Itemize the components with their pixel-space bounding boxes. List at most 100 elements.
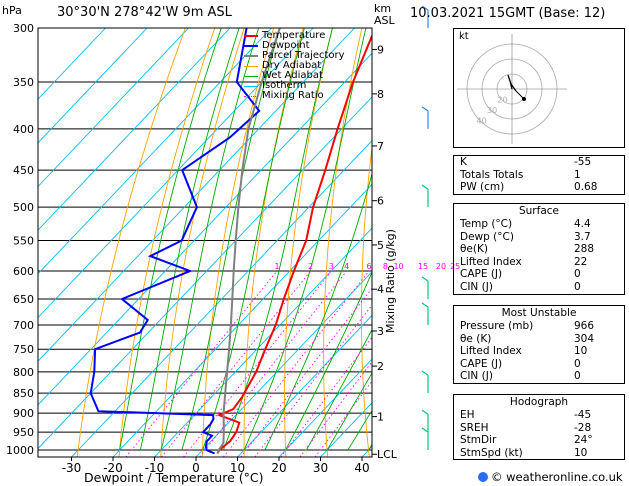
km-tick-label: 4 [377, 283, 384, 296]
isotherm-line [38, 52, 372, 406]
legend-label: Dry Adiabat [262, 60, 322, 71]
mixing-ratio-label: 2 [308, 262, 313, 271]
mixing-ratio-line [299, 360, 372, 457]
indices-table: K -55 Totals Totals 1 PW (cm) 0.68 [453, 155, 625, 195]
wind-barb-flag [421, 409, 429, 415]
temperature-curve [216, 33, 372, 454]
isotherm-line [71, 140, 372, 457]
plot-frame [37, 27, 373, 458]
mixing-ratio-label: 25 [450, 262, 460, 271]
legend-label: Mixing Ratio [262, 90, 324, 101]
legend-swatch [244, 95, 258, 97]
row-value: -45 [574, 409, 592, 421]
wind-barb-flag [421, 5, 429, 11]
km-tick-label: 7 [377, 140, 384, 153]
row-value: 288 [574, 243, 595, 256]
table-row: StmDir 24° [454, 434, 624, 447]
wind-barb-flag [421, 276, 429, 282]
wet-adiabat-line [202, 28, 305, 451]
location-title: 30°30'N 278°42'W 9m ASL [57, 5, 232, 20]
pressure-tick-label: 550 [13, 234, 34, 247]
row-label: StmSpd (kt) [460, 446, 523, 459]
km-tick-label: 9 [377, 44, 384, 57]
datetime-title: 10.03.2021 15GMT (Base: 12) [410, 6, 606, 21]
hodograph-ring-label: 30 [487, 106, 497, 115]
temp-tick-label: 10 [230, 461, 245, 475]
row-value: 10 [574, 345, 588, 358]
row-label: Temp (°C) [460, 218, 513, 230]
isotherm-line [38, 28, 314, 319]
pressure-tick-label: 450 [13, 164, 34, 177]
pressure-tick-label: 750 [13, 343, 34, 356]
legend-swatch [244, 55, 258, 57]
row-label: θe(K) [460, 243, 488, 256]
pressure-tick-label: 600 [13, 265, 34, 278]
legend-label: Isotherm [262, 80, 307, 91]
dry-adiabat-line [76, 28, 186, 457]
wet-adiabat-line [243, 28, 367, 451]
row-label: StmDir [460, 434, 497, 447]
legend-entry: Dry Adiabat [244, 61, 345, 71]
row-value: 0 [574, 357, 581, 370]
pressure-tick-label: 300 [13, 22, 34, 35]
row-value: 1 [574, 168, 581, 181]
most-unstable-table: Most Unstable Pressure (mb) 966 θe (K) 304 Li… [453, 305, 625, 384]
row-label: SREH [460, 421, 489, 434]
table-title: Hodograph [509, 396, 569, 408]
row-value: -55 [574, 156, 592, 168]
hodograph-panel: kt 40 30 20 [453, 28, 625, 148]
legend-entry: Temperature [244, 31, 345, 41]
table-row: SREH -28 [454, 422, 624, 435]
surface-table: Surface Temp (°C) 4.4 Dewp (°C) 3.7 θe(K) 288 L… [453, 203, 625, 295]
isotherm-line [237, 314, 372, 457]
legend-entry: Dewpoint [244, 41, 345, 51]
legend-swatch [244, 75, 258, 77]
pressure-tick-label: 350 [13, 76, 34, 89]
legend-label: Wet Adiabat [262, 70, 323, 81]
row-label: Totals Totals [460, 168, 524, 181]
row-label: Dewp (°C) [460, 230, 514, 243]
table-title: Most Unstable [501, 307, 577, 319]
table-row: StmSpd (kt) 10 [454, 447, 624, 460]
mixing-ratio-label: 4 [344, 262, 349, 271]
parcel-trajectory-curve [216, 28, 281, 454]
table-title: Surface [518, 205, 559, 217]
row-value: 304 [574, 332, 595, 345]
wind-barb-flag [421, 106, 429, 112]
wet-adiabat-line [160, 28, 260, 451]
legend-swatch [244, 85, 258, 87]
row-value: 24° [574, 434, 593, 447]
legend-entry: Wet Adiabat [244, 71, 345, 81]
mixing-ratio-label: 15 [418, 262, 428, 271]
wet-adiabat-line [305, 328, 372, 451]
table-row: Lifted Index 10 [454, 345, 624, 358]
legend-label: Parcel Trajectory [262, 50, 345, 61]
table-row: Totals Totals 1 [454, 169, 624, 182]
temp-tick-label: 20 [271, 461, 286, 475]
row-value: 10 [574, 446, 588, 459]
temp-tick-label: -10 [145, 461, 165, 475]
wet-adiabat-line [264, 172, 372, 451]
dry-adiabat-line [434, 28, 453, 457]
mixing-ratio-label: 6 [367, 262, 372, 271]
row-value: 3.7 [574, 230, 591, 243]
row-value: 22 [574, 255, 588, 268]
legend-swatch [244, 65, 258, 67]
temp-tick-label: 40 [354, 461, 369, 475]
row-value: -28 [574, 421, 592, 434]
pressure-tick-label: 800 [13, 366, 34, 379]
temp-tick-label: -30 [62, 461, 82, 475]
isotherm-line [112, 183, 372, 457]
mixing-ratio-line [183, 270, 332, 457]
legend-label: Temperature [262, 30, 326, 41]
legend-label: Dewpoint [262, 40, 310, 51]
row-value: 0 [574, 370, 581, 383]
row-label: Lifted Index [460, 345, 522, 358]
km-axis-label: km ASL [374, 2, 395, 27]
mixing-ratio-label: 20 [436, 262, 446, 271]
mixing-ratio-line [125, 270, 278, 457]
table-row: CIN (J) 0 [454, 370, 624, 383]
row-label: EH [460, 409, 475, 421]
legend: Temperature Dewpoint Parcel Trajectory Dry … [244, 31, 345, 101]
wet-adiabat-line [181, 28, 281, 451]
